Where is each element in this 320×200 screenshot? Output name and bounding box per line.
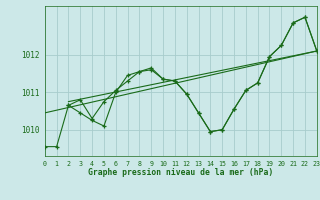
X-axis label: Graphe pression niveau de la mer (hPa): Graphe pression niveau de la mer (hPa) — [88, 168, 273, 177]
